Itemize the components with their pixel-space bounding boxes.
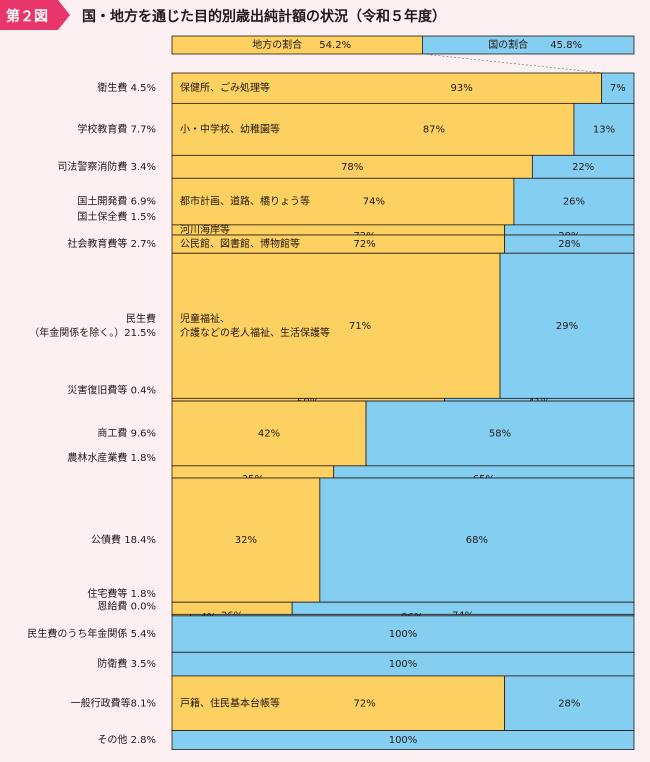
category-label-13: 民生費のうち年金関係 5.4%	[27, 627, 156, 640]
bar-national-8	[365, 400, 635, 467]
value-national-5: 28%	[558, 239, 580, 250]
bar-national-6	[499, 252, 635, 399]
category-label-1: 学校教育費 7.7%	[77, 122, 156, 135]
note2-6: 介護などの老人福祉、生活保護等	[180, 326, 330, 339]
chart-title: 国・地方を通じた目的別歳出純計額の状況（令和５年度）	[82, 9, 446, 25]
value-local-10: 32%	[235, 535, 257, 546]
category-label-0: 衛生費 4.5%	[97, 81, 156, 94]
note-0: 保健所、ごみ処理等	[180, 81, 270, 94]
bar-local-8	[171, 400, 367, 467]
category-label-4: 国土保全費 1.5%	[77, 210, 156, 223]
category-label-3: 国土開発費 6.9%	[77, 195, 156, 208]
value-national-1: 13%	[593, 124, 615, 135]
note-3: 都市計画、道路、橋りょう等	[180, 195, 310, 208]
bar-local-15	[171, 675, 506, 731]
overall-national-bar	[422, 35, 635, 55]
category-label-7: 災害復旧費等 0.4%	[67, 383, 156, 396]
value-national-8: 58%	[489, 428, 511, 439]
overall-connector-line	[422, 53, 605, 74]
bar-national-15	[504, 675, 635, 731]
category-label-11: 住宅費等 1.8%	[87, 587, 156, 600]
category-label-15: 一般行政費等8.1%	[71, 696, 156, 709]
value-national-15: 28%	[558, 698, 580, 709]
category-label-6: 民生費	[126, 312, 156, 325]
value-local-0: 93%	[451, 83, 473, 94]
overall-national-label: 国の割合	[488, 38, 528, 51]
category-label-9: 農林水産業費 1.8%	[67, 451, 156, 464]
value-local-5: 72%	[354, 239, 376, 250]
bar-national-0	[601, 72, 635, 104]
value-national-6: 29%	[556, 321, 578, 332]
note-1: 小・中学校、幼稚園等	[180, 122, 280, 135]
note-15: 戸籍、住民基本台帳等	[180, 696, 280, 709]
value-local-6: 71%	[349, 321, 371, 332]
value-national-13: 100%	[389, 629, 418, 640]
category-label-14: 防衛費 3.5%	[97, 657, 156, 670]
category-label-2: 司法警察消防費 3.4%	[57, 160, 156, 173]
overall-local-label: 地方の割合	[252, 38, 302, 51]
value-local-1: 87%	[423, 124, 445, 135]
bar-national-10	[319, 477, 635, 603]
figure-number: 第２図	[6, 9, 48, 25]
bar-local-1	[171, 102, 575, 156]
value-national-16: 100%	[389, 735, 418, 746]
bar-local-3	[171, 177, 515, 226]
value-local-15: 72%	[354, 698, 376, 709]
category-label-8: 商工費 9.6%	[97, 426, 156, 439]
header: 第２図 国・地方を通じた目的別歳出純計額の状況（令和５年度）	[0, 0, 650, 30]
category-label-10: 公債費 18.4%	[91, 533, 156, 546]
bar-national-13	[171, 615, 635, 653]
overall-national-share: 45.8%	[550, 40, 582, 51]
bar-national-16	[171, 730, 635, 750]
category-label2-6: （年金関係を除く。）21.5%	[29, 326, 156, 339]
category-label-12: 恩給費 0.0%	[97, 599, 156, 612]
bar-national-1	[573, 102, 635, 156]
note-6: 児童福祉、	[180, 312, 230, 325]
value-national-14: 100%	[389, 659, 418, 670]
note-5: 公民館、図書館、博物館等	[180, 237, 300, 250]
value-national-2: 22%	[572, 162, 594, 173]
value-national-3: 26%	[563, 197, 585, 208]
bar-local-6	[171, 252, 501, 399]
overall-local-share: 54.2%	[319, 40, 351, 51]
value-local-3: 74%	[363, 197, 385, 208]
bar-local-10	[171, 477, 321, 603]
category-label-16: その他 2.8%	[97, 733, 156, 746]
value-national-0: 7%	[610, 83, 626, 94]
value-local-2: 78%	[341, 162, 363, 173]
value-national-10: 68%	[466, 535, 488, 546]
figure-badge	[0, 0, 70, 30]
value-local-8: 42%	[258, 428, 280, 439]
note-4: 河川海岸等	[180, 223, 230, 236]
category-label-5: 社会教育費等 2.7%	[67, 237, 156, 250]
